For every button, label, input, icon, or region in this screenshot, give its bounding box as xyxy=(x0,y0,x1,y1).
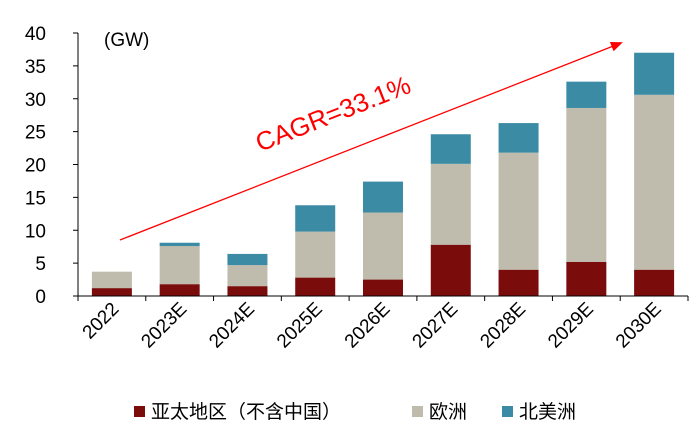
x-tick-label: 2027E xyxy=(409,299,463,353)
bar-segment-1-2022 xyxy=(91,271,132,289)
bar-segment-0-2022 xyxy=(91,288,132,296)
x-tick-label: 2028E xyxy=(476,299,530,353)
cagr-arrow xyxy=(119,42,623,241)
y-tick-label: 30 xyxy=(25,90,46,111)
x-tick-label: 2029E xyxy=(544,299,598,353)
x-ticks: 2022 2023E 2024E 2025E 2026E 2027E 2028E 2029E 2… xyxy=(77,296,689,353)
bar-segment-2-2029E xyxy=(566,81,607,108)
y-tick-label: 5 xyxy=(35,254,46,275)
bar-segment-1-2029E xyxy=(566,107,607,262)
legend-label-1: 欧洲 xyxy=(429,401,467,423)
bar-segment-2-2026E xyxy=(363,181,403,213)
bar-segment-0-2024E xyxy=(227,286,268,296)
bar-segment-1-2030E xyxy=(634,94,675,270)
bar-segment-0-2030E xyxy=(634,269,675,296)
x-tick-label: 2030E xyxy=(612,299,666,353)
unit-label: (GW) xyxy=(104,30,149,51)
bar-segment-1-2023E xyxy=(159,246,200,285)
legend-swatch-2 xyxy=(502,406,513,417)
x-tick-label: 2025E xyxy=(273,299,327,353)
y-ticks: 0 5 10 15 20 25 30 35 40 xyxy=(25,24,78,308)
bar-segment-0-2027E xyxy=(430,244,471,296)
x-tick-label: 2022 xyxy=(79,299,124,344)
y-tick-label: 40 xyxy=(25,24,46,45)
bar-segment-1-2024E xyxy=(227,265,268,287)
legend-label-0: 亚太地区（不含中国） xyxy=(151,401,341,423)
bar-segment-1-2025E xyxy=(295,231,336,278)
y-tick-label: 35 xyxy=(25,57,46,78)
bar-segment-1-2028E xyxy=(498,152,539,270)
y-tick-label: 10 xyxy=(25,221,46,242)
cagr-annotation: CAGR=33.1% xyxy=(251,70,415,158)
bars-group xyxy=(91,52,675,296)
legend-swatch-0 xyxy=(134,406,145,417)
bar-segment-1-2026E xyxy=(363,212,403,280)
bar-segment-0-2023E xyxy=(159,284,200,296)
bar-segment-0-2029E xyxy=(566,261,607,296)
bar-segment-2-2027E xyxy=(430,134,471,164)
bar-segment-1-2027E xyxy=(430,163,471,245)
bar-segment-0-2025E xyxy=(295,277,336,296)
x-tick-label: 2026E xyxy=(341,299,395,353)
legend-label-2: 北美洲 xyxy=(519,401,576,423)
legend-swatch-1 xyxy=(412,406,423,417)
bar-segment-2-2025E xyxy=(295,205,336,232)
y-tick-label: 25 xyxy=(25,123,46,144)
y-tick-label: 15 xyxy=(25,188,46,209)
bar-segment-2-2023E xyxy=(159,242,200,247)
x-tick-label: 2023E xyxy=(137,299,191,353)
y-tick-label: 20 xyxy=(25,156,46,177)
x-tick-label: 2024E xyxy=(205,299,259,353)
bar-segment-0-2026E xyxy=(363,279,403,296)
bar-segment-2-2030E xyxy=(634,52,675,95)
bar-segment-2-2028E xyxy=(498,123,539,153)
y-tick-label: 0 xyxy=(35,287,46,308)
bar-segment-0-2028E xyxy=(498,269,539,296)
legend: 亚太地区（不含中国） 欧洲 北美洲 xyxy=(134,401,576,423)
bar-segment-2-2024E xyxy=(227,253,268,266)
